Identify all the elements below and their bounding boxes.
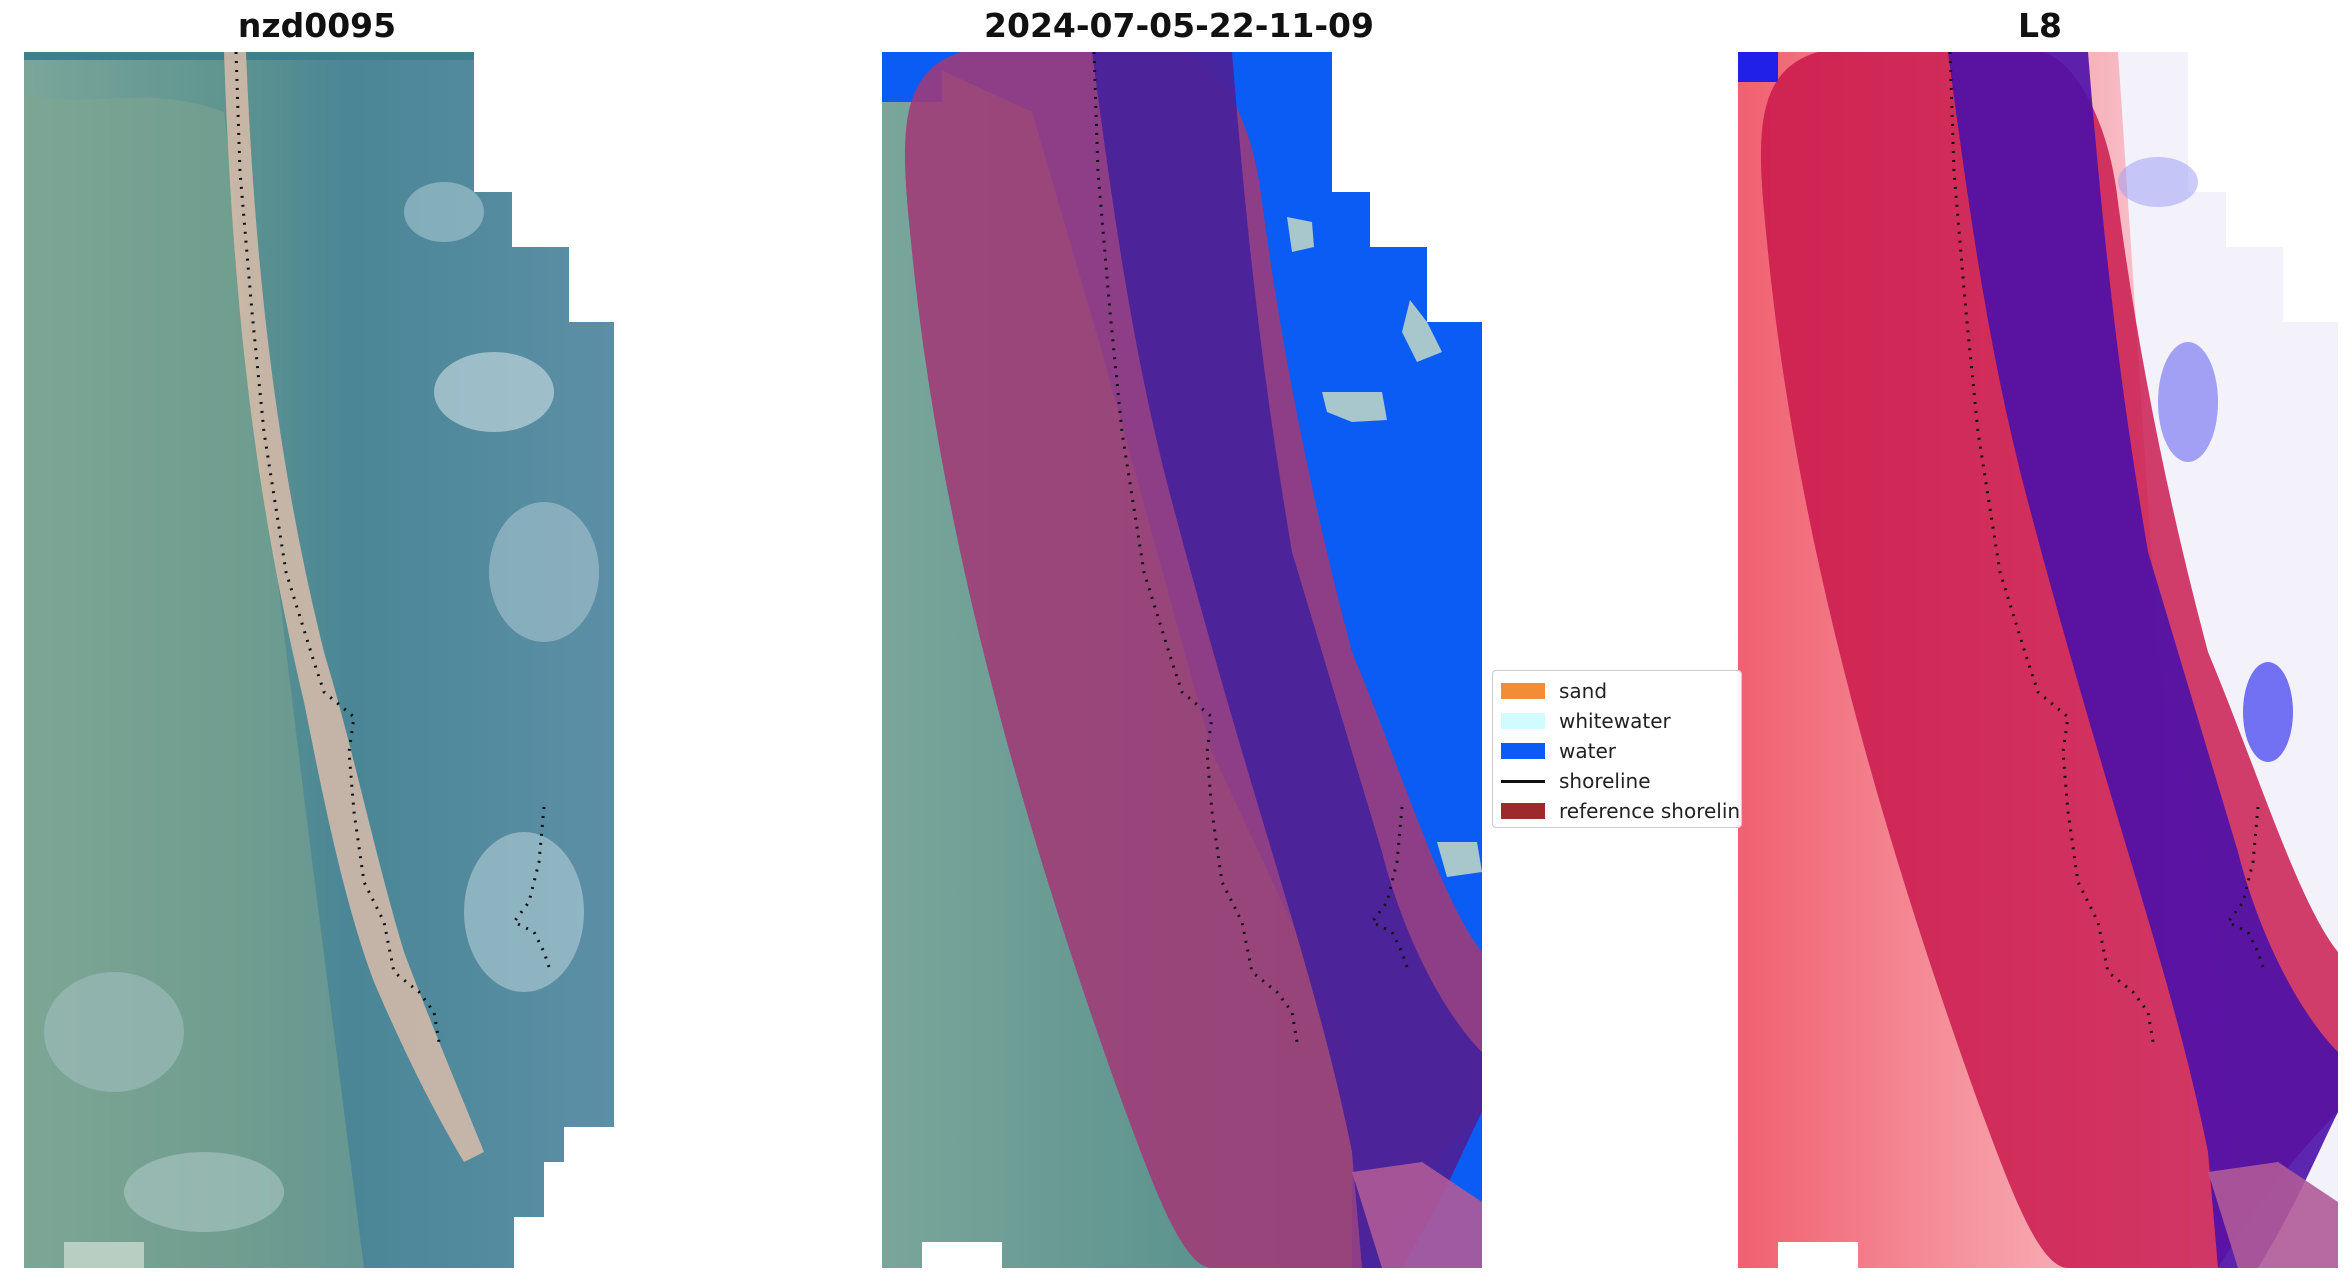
legend-item-shoreline: shoreline — [1501, 769, 1651, 793]
legend-swatch-reference-shoreline — [1501, 803, 1545, 819]
legend-label-shoreline: shoreline — [1559, 769, 1651, 793]
legend-item-water: water — [1501, 739, 1616, 763]
rgb-image-panel — [24, 52, 624, 1268]
legend-label-reference-shoreline: reference shoreline — [1559, 799, 1742, 823]
panel-title-classified: 2024-07-05-22-11-09 — [984, 6, 1374, 45]
legend: sand whitewater water shoreline referenc… — [1492, 670, 1742, 828]
panel-title-rgb: nzd0095 — [237, 6, 397, 45]
index-image-panel — [1738, 52, 2338, 1268]
shoreline-line-secondary — [511, 806, 551, 968]
legend-swatch-sand — [1501, 683, 1545, 699]
legend-item-whitewater: whitewater — [1501, 709, 1671, 733]
legend-swatch-water — [1501, 743, 1545, 759]
legend-swatch-whitewater — [1501, 713, 1545, 729]
legend-label-sand: sand — [1559, 679, 1608, 703]
legend-line-shoreline — [1501, 779, 1545, 783]
legend-label-whitewater: whitewater — [1559, 709, 1671, 733]
legend-label-water: water — [1559, 739, 1616, 763]
sea-buffer — [1092, 52, 1482, 1268]
index-sea-buffer — [1948, 52, 2338, 1268]
legend-item-reference-shoreline: reference shoreline — [1501, 799, 1742, 823]
legend-item-sand: sand — [1501, 679, 1607, 703]
classified-image-panel — [882, 52, 1482, 1268]
panel-title-index: L8 — [2018, 6, 2062, 45]
